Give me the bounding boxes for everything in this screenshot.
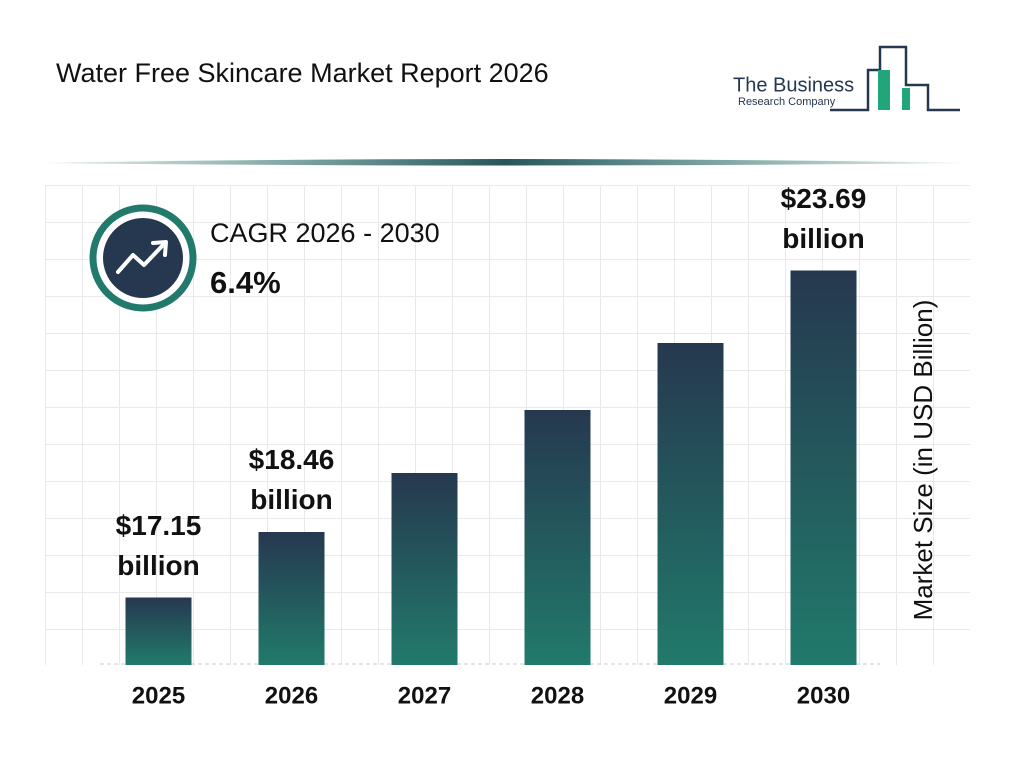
chart-title: Water Free Skincare Market Report 2026 — [56, 58, 549, 88]
logo-subtext: Research Company — [738, 96, 836, 108]
cagr-label: CAGR 2026 - 2030 — [210, 218, 440, 248]
logo-text: The Business — [733, 74, 854, 96]
bar — [790, 270, 857, 665]
x-tick-label: 2028 — [531, 682, 584, 709]
value-label: $17.15 billion — [115, 509, 202, 581]
value-label: $18.46 billion — [248, 444, 335, 515]
bar — [125, 597, 192, 665]
bar — [524, 410, 591, 665]
x-tick-label: 2030 — [797, 682, 850, 709]
y-axis-label: Market Size (in USD Billion) — [908, 300, 938, 621]
divider — [40, 159, 970, 166]
cagr-value: 6.4% — [210, 265, 281, 300]
value-label: $23.69 billion — [780, 182, 867, 254]
x-tick-label: 2027 — [398, 682, 451, 709]
logo: The Business Research Company — [733, 45, 960, 112]
bar — [391, 473, 458, 665]
x-tick-label: 2026 — [265, 682, 318, 709]
x-tick-label: 2029 — [664, 682, 717, 709]
bar — [657, 343, 724, 665]
bar — [258, 532, 325, 665]
cagr-badge — [89, 204, 197, 312]
x-tick-label: 2025 — [132, 682, 185, 709]
